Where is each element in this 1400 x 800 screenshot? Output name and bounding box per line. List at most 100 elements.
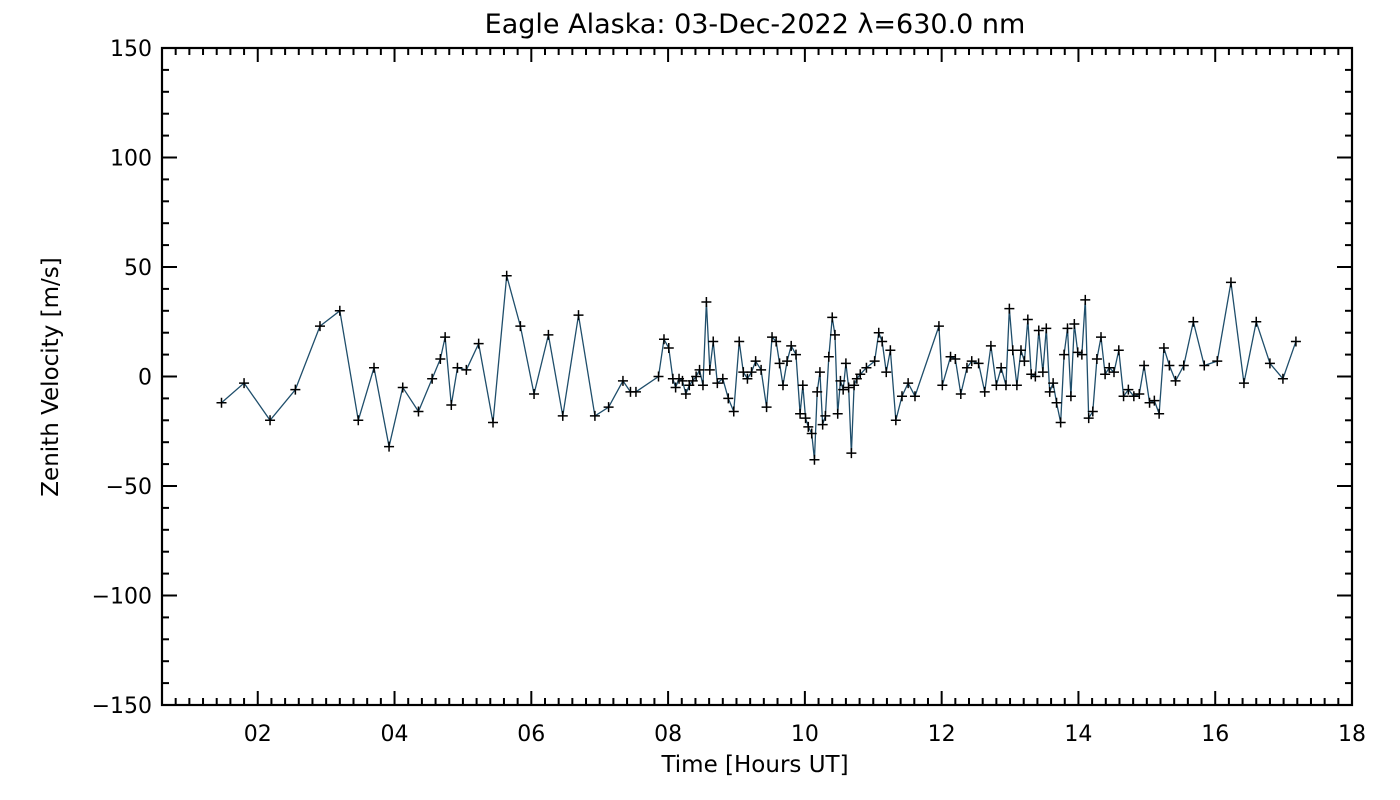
data-point-marker	[996, 362, 1007, 373]
data-point-marker	[630, 386, 641, 397]
data-point-marker	[1199, 360, 1210, 371]
data-point-marker	[933, 321, 944, 332]
x-axis-label: Time [Hours UT]	[660, 752, 848, 778]
data-point-marker	[589, 410, 600, 421]
data-point-marker	[746, 367, 757, 378]
data-point-marker	[890, 415, 901, 426]
data-point-marker	[663, 343, 674, 354]
data-point-marker	[786, 340, 797, 351]
data-point-marker	[1004, 303, 1015, 314]
data-point-marker	[1251, 316, 1262, 327]
data-point-marker	[1065, 391, 1076, 402]
data-point-marker	[603, 402, 614, 413]
data-point-marker	[750, 356, 761, 367]
data-point-marker	[446, 399, 457, 410]
data-point-marker	[708, 336, 719, 347]
data-point-marker	[1019, 356, 1030, 367]
data-point-marker	[1051, 397, 1062, 408]
data-point-marker	[712, 378, 723, 389]
data-point-marker	[1091, 353, 1102, 364]
data-point-marker	[973, 358, 984, 369]
data-point-marker	[756, 364, 767, 375]
data-point-marker	[1059, 349, 1070, 360]
data-point-marker	[991, 380, 1002, 391]
data-point-marker	[1076, 349, 1087, 360]
y-tick-label: −50	[106, 475, 152, 500]
data-point-marker	[774, 358, 785, 369]
data-point-marker	[734, 336, 745, 347]
data-point-marker	[704, 364, 715, 375]
data-point-marker	[1083, 413, 1094, 424]
data-point-marker	[909, 391, 920, 402]
data-point-marker	[985, 340, 996, 351]
data-point-marker	[1048, 378, 1059, 389]
data-point-marker	[701, 297, 712, 308]
y-tick-label: 50	[124, 256, 152, 281]
data-point-marker	[1158, 343, 1169, 354]
data-point-marker	[903, 378, 914, 389]
data-point-marker	[1096, 332, 1107, 343]
x-tick-label: 08	[654, 722, 682, 747]
data-point-marker	[658, 334, 669, 345]
data-point-marker	[1264, 358, 1275, 369]
data-point-marker	[838, 384, 849, 395]
data-point-marker	[806, 428, 817, 439]
data-point-marker	[885, 345, 896, 356]
data-point-marker	[861, 362, 872, 373]
data-point-marker	[1128, 391, 1139, 402]
x-tick-label: 06	[517, 722, 545, 747]
data-point-marker	[680, 389, 691, 400]
data-point-marker	[855, 369, 866, 380]
data-point-marker	[797, 380, 808, 391]
data-point-marker	[435, 353, 446, 364]
data-point-marker	[1113, 345, 1124, 356]
data-point-marker	[795, 408, 806, 419]
data-point-marker	[1149, 395, 1160, 406]
data-point-marker	[473, 338, 484, 349]
data-point-marker	[728, 406, 739, 417]
data-point-marker	[691, 371, 702, 382]
data-point-marker	[413, 406, 424, 417]
data-point-marker	[452, 362, 463, 373]
data-point-marker	[1044, 386, 1055, 397]
data-point-marker	[1026, 369, 1037, 380]
data-point-marker	[369, 362, 380, 373]
data-point-marker	[1069, 318, 1080, 329]
data-point-marker	[1139, 360, 1150, 371]
data-point-marker	[314, 321, 325, 332]
y-tick-label: −150	[92, 694, 152, 719]
data-point-marker	[1100, 369, 1111, 380]
data-point-marker	[1154, 408, 1165, 419]
data-point-marker	[529, 389, 540, 400]
data-point-marker	[881, 367, 892, 378]
y-tick-label: −100	[92, 585, 152, 610]
data-point-marker	[1022, 314, 1033, 325]
x-tick-label: 14	[1064, 722, 1092, 747]
data-point-marker	[961, 362, 972, 373]
x-tick-label: 04	[381, 722, 409, 747]
data-point-marker	[384, 441, 395, 452]
data-point-marker	[966, 356, 977, 367]
data-point-marker	[832, 408, 843, 419]
data-point-marker	[1033, 325, 1044, 336]
data-point-marker	[515, 321, 526, 332]
data-point-marker	[1030, 371, 1041, 382]
data-point-marker	[1123, 384, 1134, 395]
data-point-marker	[840, 358, 851, 369]
data-point-marker	[835, 375, 846, 386]
data-point-marker	[790, 349, 801, 360]
data-point-marker	[573, 310, 584, 321]
data-point-marker	[440, 332, 451, 343]
data-point-marker	[817, 419, 828, 430]
data-point-marker	[809, 454, 820, 465]
data-point-marker	[761, 402, 772, 413]
data-point-marker	[873, 327, 884, 338]
data-point-marker	[1164, 360, 1175, 371]
data-point-marker	[823, 351, 834, 362]
data-point-marker	[1225, 277, 1236, 288]
data-point-marker	[427, 373, 438, 384]
data-point-marker	[239, 378, 250, 389]
data-point-marker	[877, 336, 888, 347]
